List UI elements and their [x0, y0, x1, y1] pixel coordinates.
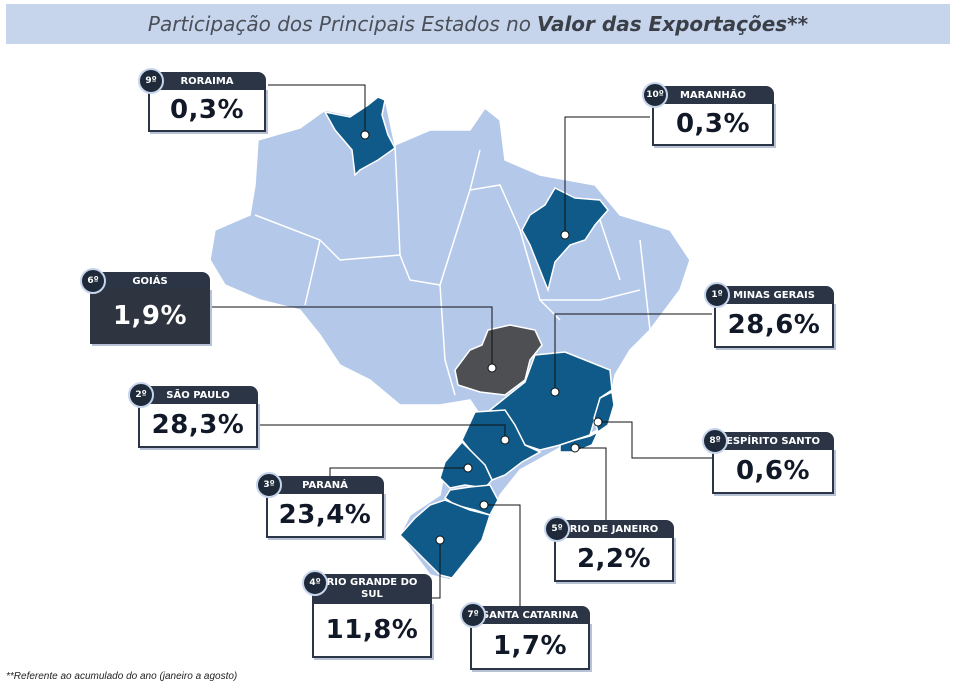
card-value: 23,4%	[266, 492, 384, 538]
state-roraima	[323, 96, 396, 177]
card-value: 2,2%	[554, 536, 674, 582]
card-label: RORAIMA	[148, 72, 266, 90]
title-prefix: Participação dos Principais Estados no	[147, 12, 532, 36]
card-value: 0,3%	[148, 88, 266, 132]
card-goias: GOIÁS 1,9% 6º	[80, 268, 210, 344]
rank-badge: 2º	[128, 382, 154, 408]
card-value: 1,9%	[90, 288, 210, 344]
card-santacatarina: SANTA CATARINA 1,7% 7º	[460, 602, 590, 670]
rank-badge: 4º	[302, 570, 328, 596]
card-label: MINAS GERAIS	[714, 286, 834, 304]
card-value: 0,3%	[652, 102, 774, 146]
rank-badge: 6º	[80, 268, 106, 294]
chart-title: Participação dos Principais Estados no V…	[6, 4, 950, 44]
card-maranhao: MARANHÃO 0,3% 10º	[642, 82, 774, 146]
card-label: RIO DE JANEIRO	[554, 520, 674, 538]
rank-badge: 5º	[544, 516, 570, 542]
card-label: SÃO PAULO	[138, 386, 258, 404]
card-label: SANTA CATARINA	[470, 606, 590, 624]
title-suffix: **	[787, 12, 809, 36]
rank-badge: 8º	[702, 428, 728, 454]
card-label: PARANÁ	[266, 476, 384, 494]
card-label: ESPÍRITO SANTO	[712, 432, 834, 450]
rank-badge: 7º	[460, 602, 486, 628]
title-bold: Valor das Exportações	[537, 12, 788, 36]
rank-badge: 1º	[704, 282, 730, 308]
leader-lines	[210, 84, 712, 610]
card-value: 0,6%	[712, 448, 834, 494]
footnote: **Referente ao acumulado do ano (janeiro…	[6, 671, 238, 682]
rank-badge: 9º	[138, 68, 164, 94]
card-parana: PARANÁ 23,4% 3º	[256, 472, 384, 538]
rank-badge: 3º	[256, 472, 282, 498]
card-value: 11,8%	[312, 602, 432, 658]
card-value: 28,3%	[138, 402, 258, 448]
rank-badge: 10º	[642, 82, 668, 108]
card-riodejaneiro: RIO DE JANEIRO 2,2% 5º	[544, 516, 674, 582]
state-riodejaneiro	[559, 430, 600, 453]
state-markers	[360, 130, 603, 545]
card-roraima: RORAIMA 0,3% 9º	[138, 68, 266, 132]
card-label: GOIÁS	[90, 272, 210, 290]
state-rgs	[398, 499, 491, 579]
card-label: RIO GRANDE DO SUL	[312, 574, 432, 604]
card-value: 1,7%	[470, 622, 590, 670]
card-espirito: ESPÍRITO SANTO 0,6% 8º	[702, 428, 834, 494]
card-label: MARANHÃO	[652, 86, 774, 104]
card-saopaulo: SÃO PAULO 28,3% 2º	[128, 382, 258, 448]
state-goias	[454, 324, 543, 396]
card-rgs: RIO GRANDE DO SUL 11,8% 4º	[302, 570, 432, 660]
card-minas: MINAS GERAIS 28,6% 1º	[704, 282, 834, 348]
card-value: 28,6%	[714, 302, 834, 348]
